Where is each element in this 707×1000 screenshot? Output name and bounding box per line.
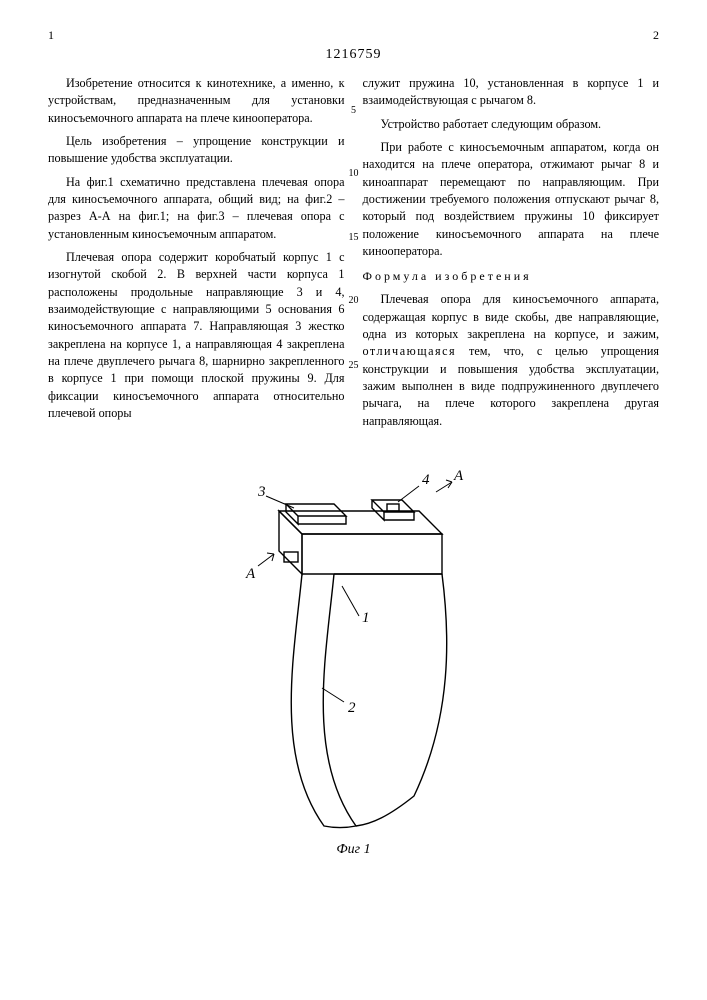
page-num-left: 1 (48, 28, 54, 43)
formula-a: Плечевая опора для киносъемочного аппара… (363, 292, 660, 341)
line-marker: 5 (344, 105, 364, 116)
lc-p4: Плечевая опора содержит коробчатый корпу… (48, 249, 345, 422)
lc-p3: На фиг.1 схематично представлена плечева… (48, 174, 345, 243)
callout-A-left: A (245, 566, 256, 582)
formula-title: Формула изобретения (363, 268, 660, 285)
rc-p1: служит пружина 10, установленная в корпу… (363, 75, 660, 110)
page-num-right: 2 (653, 28, 659, 43)
formula-body: Плечевая опора для киносъемочного аппара… (363, 291, 660, 430)
callout-A-right: A (453, 468, 464, 484)
rc-p3: При работе с киносъемочным аппаратом, ко… (363, 139, 660, 260)
line-marker: 10 (344, 168, 364, 179)
callout-3: 3 (257, 484, 266, 500)
figure-1: 3 4 A A 1 2 Фиг 1 (48, 456, 659, 856)
rc-p2: Устройство работает следующим образом. (363, 116, 660, 133)
lc-p2: Цель изобретения – упрощение конструкции… (48, 133, 345, 168)
line-marker: 20 (344, 295, 364, 306)
formula-b: отличающаяся (363, 344, 457, 358)
line-marker: 15 (344, 232, 364, 243)
line-marker: 25 (344, 360, 364, 371)
figure-label: Фиг 1 (48, 842, 659, 858)
figure-svg: 3 4 A A 1 2 (184, 456, 524, 836)
right-column: служит пружина 10, установленная в корпу… (363, 75, 660, 436)
lc-p1: Изобретение относится к кинотехнике, а и… (48, 75, 345, 127)
callout-1: 1 (362, 610, 370, 626)
patent-number: 1216759 (48, 47, 659, 63)
callout-4: 4 (422, 472, 430, 488)
text-columns: Изобретение относится к кинотехнике, а и… (48, 75, 659, 436)
left-column: Изобретение относится к кинотехнике, а и… (48, 75, 345, 436)
callout-2: 2 (348, 700, 356, 716)
page-header: 1 2 (48, 28, 659, 43)
